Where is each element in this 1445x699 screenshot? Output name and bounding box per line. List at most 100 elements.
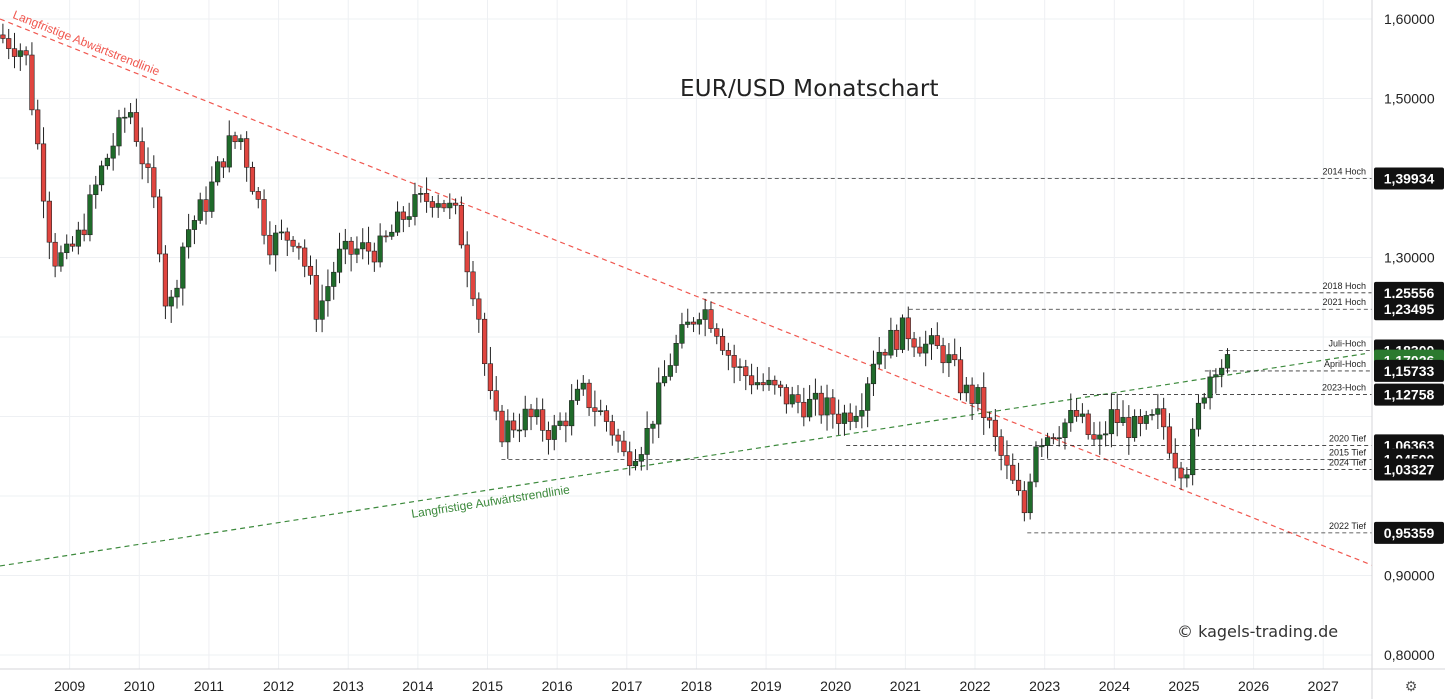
candle-body (621, 440, 627, 453)
x-tick-label: 2018 (681, 678, 712, 694)
candle-body (1195, 402, 1202, 430)
candle-body (267, 234, 273, 256)
candle-body (952, 354, 958, 361)
price-tag-text: 1,25556 (1384, 285, 1435, 301)
level-label: 2022 Tief (1329, 521, 1367, 531)
candle-body (888, 329, 894, 356)
candle-body (1155, 408, 1161, 415)
price-tag-text: 1,12758 (1384, 387, 1435, 403)
candle-body (748, 375, 755, 386)
candle-body (1219, 367, 1225, 375)
candle-body (743, 366, 749, 377)
candle-body (615, 434, 621, 442)
candle-body (365, 242, 372, 252)
price-tag-text: 1,23495 (1384, 301, 1435, 317)
candle-body (17, 50, 23, 57)
candle-body (1103, 433, 1109, 436)
candle-body (540, 409, 546, 431)
candle-body (157, 196, 163, 255)
candle-body (778, 384, 784, 388)
candle-body (493, 390, 499, 412)
candle-body (116, 117, 122, 147)
candle-body (1056, 437, 1062, 440)
candle-body (1126, 417, 1132, 438)
price-tag[interactable] (1374, 521, 1444, 544)
candle-body (1004, 455, 1010, 466)
candle-body (1073, 410, 1080, 417)
candle-body (87, 194, 93, 236)
candle-body (69, 243, 76, 247)
price-tag[interactable] (1374, 383, 1444, 406)
candle-body (1132, 415, 1138, 438)
candle-body (418, 193, 424, 195)
candle-body (255, 191, 261, 200)
candle-body (244, 138, 250, 168)
candle-body (400, 211, 406, 220)
candle-body (110, 145, 116, 159)
candle-body (957, 359, 964, 394)
candle-body (354, 248, 360, 255)
candle-body (98, 165, 105, 186)
candle-body (870, 363, 877, 385)
candle-body (690, 321, 697, 325)
candle-body (516, 429, 523, 432)
candle-body (52, 241, 58, 267)
candle-body (1114, 409, 1120, 423)
candle-body (197, 199, 203, 221)
candle-body (290, 239, 296, 247)
candle-body (64, 243, 70, 254)
level-label: 2023-Hoch (1322, 383, 1366, 393)
candle-body (603, 410, 610, 422)
candle-body (296, 245, 302, 249)
candle-body (627, 451, 633, 467)
candle-body (511, 420, 517, 431)
candle-body (1166, 426, 1173, 454)
candle-body (6, 38, 12, 49)
candle-body (487, 363, 494, 392)
candle-body (1091, 434, 1097, 440)
candle-body (894, 329, 900, 350)
level-lines: 2014 Hoch 1,39934 2018 Hoch 1,25556 2021 Hoc… (438, 167, 1444, 544)
price-tag[interactable] (1374, 298, 1444, 321)
candle-body (1149, 414, 1155, 416)
candle-body (731, 355, 737, 368)
candle-body (313, 275, 319, 320)
level-label: 2018 Hoch (1322, 281, 1366, 291)
candle-body (696, 319, 702, 325)
candle-body (1079, 413, 1085, 417)
candle-body (122, 116, 128, 119)
candle-body (435, 203, 441, 208)
candle-body (46, 200, 52, 243)
level-label: 2020 Tief (1329, 433, 1367, 443)
candle-body (737, 366, 743, 368)
candle-body (836, 413, 842, 424)
candle-body (679, 324, 685, 344)
x-tick-label: 2011 (194, 678, 224, 694)
candle-body (1010, 464, 1016, 481)
candle-body (1015, 479, 1022, 491)
candle-body (470, 271, 476, 300)
x-tick-label: 2009 (54, 678, 85, 694)
candle-body (29, 54, 35, 111)
candle-body (162, 253, 169, 307)
price-tag[interactable] (1374, 458, 1444, 481)
x-tick-label: 2014 (402, 678, 433, 694)
price-tag[interactable] (1374, 167, 1444, 190)
candle-body (1143, 415, 1149, 424)
candle-body (1178, 467, 1184, 479)
candlesticks (0, 23, 1231, 522)
candle-body (429, 201, 435, 208)
candle-body (1027, 481, 1033, 514)
candle-body (841, 412, 848, 424)
candle-body (981, 387, 987, 418)
price-tag-text: 1,39934 (1384, 171, 1435, 187)
candle-body (174, 287, 180, 298)
candle-body (772, 379, 778, 386)
candle-body (1050, 437, 1056, 440)
candle-body (127, 112, 134, 118)
level-label: 2014 Hoch (1322, 167, 1366, 177)
x-tick-label: 2017 (611, 678, 642, 694)
price-tag[interactable] (1374, 359, 1444, 382)
settings-icon[interactable]: ⚙ (1404, 677, 1418, 694)
